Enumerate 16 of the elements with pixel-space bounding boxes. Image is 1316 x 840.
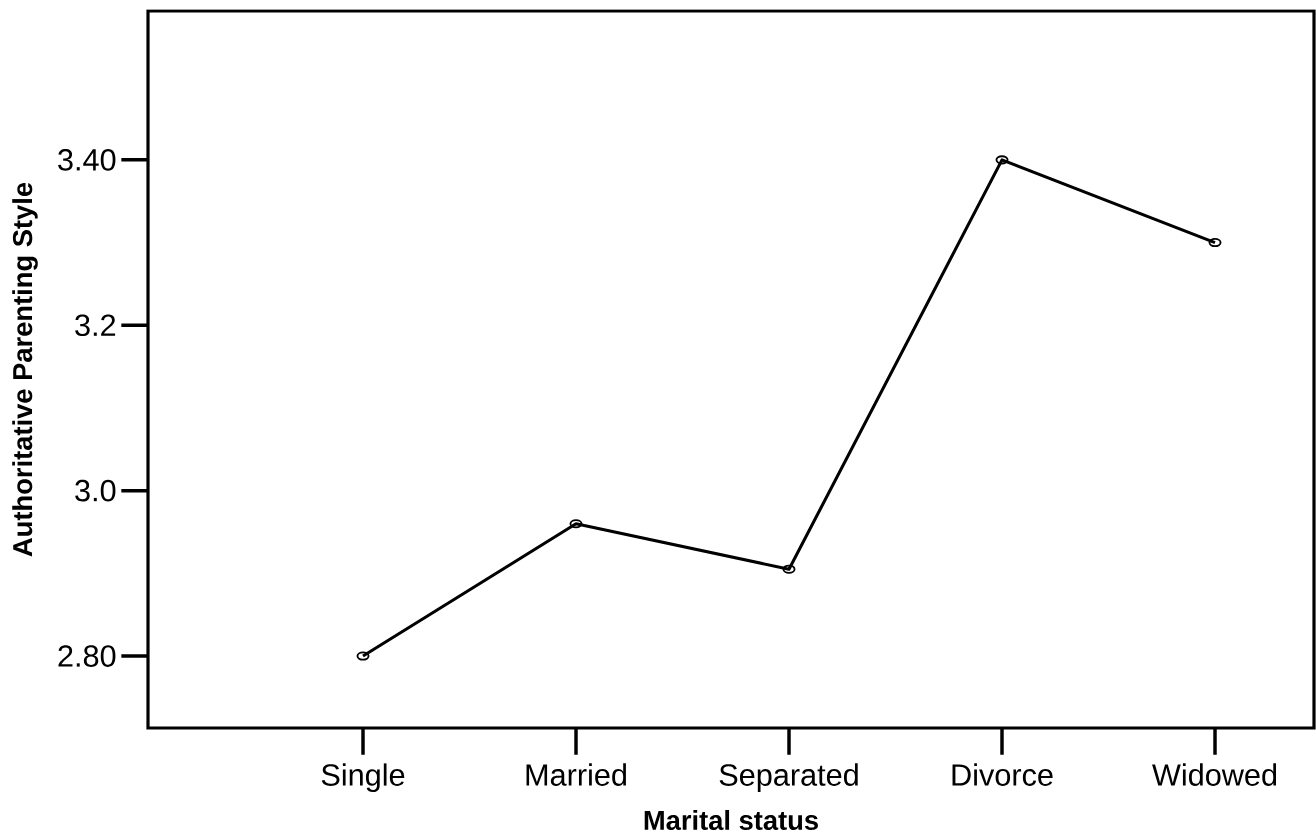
x-tick-label: Single <box>321 763 405 792</box>
point <box>995 155 1009 165</box>
x-tick-label: Separated <box>719 763 858 792</box>
x-tick-label: Divorce <box>952 763 1053 786</box>
point <box>356 651 370 661</box>
x-axis-title: Marital status <box>644 809 818 831</box>
x-tick-label: Married <box>526 763 626 786</box>
point <box>782 564 796 574</box>
point <box>1208 237 1222 248</box>
y-tick-label: 3.2 <box>75 314 116 337</box>
y-tick-label: 3.0 <box>75 479 116 502</box>
y-axis-title: Authoritative Parenting Style <box>12 182 38 557</box>
y-tick-label: 3.40 <box>58 149 116 171</box>
point <box>569 519 583 529</box>
x-tick-label: Widowed <box>1152 763 1277 786</box>
y-tick-label: 2.80 <box>58 645 116 667</box>
